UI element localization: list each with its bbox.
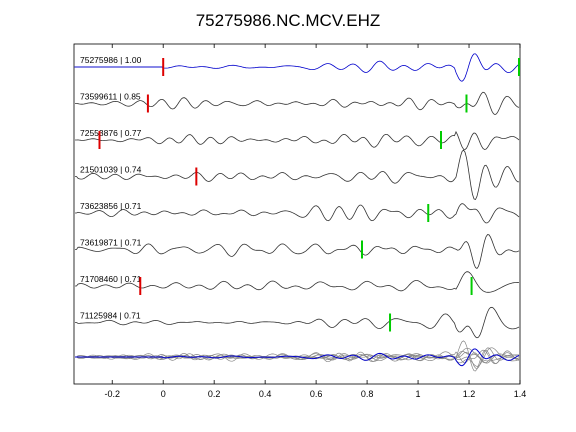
trace-labels: 75275986 | 1.00 73599611 | 0.85 72553876 |… <box>80 55 142 321</box>
trace-line <box>75 130 520 151</box>
trace-line <box>75 149 520 201</box>
trace-label: 72553876 | 0.77 <box>80 128 142 138</box>
x-tick-label: 0.8 <box>361 389 374 399</box>
trace-label: 73623856 | 0.71 <box>80 201 142 211</box>
trace-line <box>75 306 520 339</box>
trace-label: 71125984 | 0.71 <box>80 311 141 321</box>
stacked-overlay <box>75 340 520 372</box>
x-tick-label: 1.2 <box>463 389 476 399</box>
trace-label: 75275986 | 1.00 <box>80 55 142 65</box>
trace-label: 73619871 | 0.71 <box>80 238 142 248</box>
trace-line <box>75 91 520 116</box>
x-tick-label: 0.6 <box>310 389 323 399</box>
x-axis: -0.2 0 0.2 0.4 0.6 0.8 1 1.2 1.4 <box>104 44 526 399</box>
chart-title: 75275986.NC.MCV.EHZ <box>196 11 381 30</box>
phase-picks <box>98 58 520 332</box>
trace-line <box>75 271 520 293</box>
x-tick-label: 0.2 <box>208 389 221 399</box>
x-tick-label: 0.4 <box>259 389 272 399</box>
x-tick-label: 0 <box>161 389 166 399</box>
trace-line <box>75 203 520 224</box>
x-tick-label: 1 <box>416 389 421 399</box>
stack-reference-trace <box>75 348 520 367</box>
trace-label: 71708460 | 0.71 <box>80 274 142 284</box>
trace-line <box>75 234 520 270</box>
x-tick-label: -0.2 <box>104 389 120 399</box>
trace-label: 73599611 | 0.85 <box>80 92 141 102</box>
trace-line <box>75 53 520 82</box>
plot-frame <box>73 43 521 385</box>
x-tick-label: 1.4 <box>514 389 527 399</box>
trace-label: 21501039 | 0.74 <box>80 165 142 175</box>
traces-layer <box>74 53 520 339</box>
